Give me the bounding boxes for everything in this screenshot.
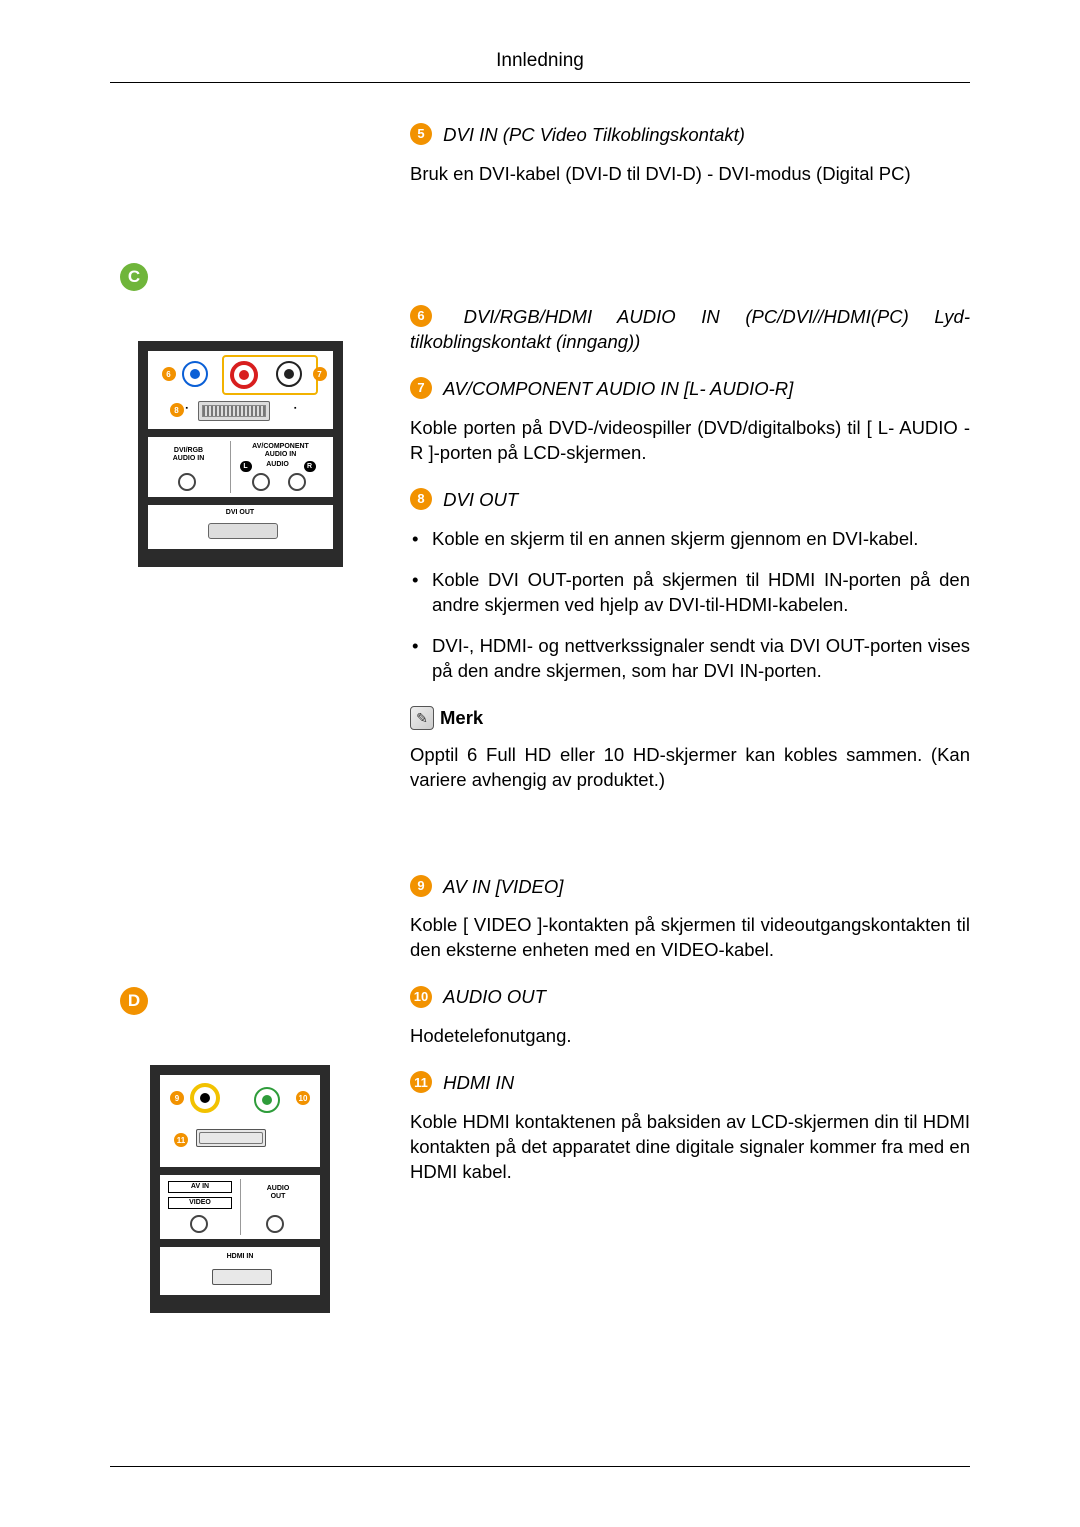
item-7-title: AV/COMPONENT AUDIO IN [L- AUDIO-R] [443,378,793,399]
item-5-title: DVI IN (PC Video Tilkoblingskontakt) [443,124,745,145]
rca-white [276,361,302,387]
item-9-title: AV IN [VIDEO] [443,876,563,897]
dvi-connector [198,401,270,421]
item-10-body: Hodetelefonutgang. [410,1024,970,1049]
diagram-d-bot-panel: HDMI IN [160,1247,320,1295]
diagram-d-mid-panel: AV IN VIDEO AUDIO OUT [160,1175,320,1239]
item-6: 6 DVI/RGB/HDMI AUDIO IN (PC/DVI//HDMI(PC… [410,305,970,355]
item-10: 10 AUDIO OUT Hodetelefonutgang. [410,985,970,1049]
label-dvi-rgb: DVI/RGB AUDIO IN [154,447,224,462]
item-11-body: Koble HDMI kontaktenen på baksiden av LC… [410,1110,970,1185]
label-audio: AUDIO [258,461,298,469]
note-body: Opptil 6 Full HD eller 10 HD-skjermer ka… [410,743,970,793]
item-9: 9 AV IN [VIDEO] Koble [ VIDEO ]-kontakte… [410,875,970,964]
badge-8: 8 [410,488,432,510]
badge-11: 11 [410,1071,432,1093]
item-8-bullet-2: DVI-, HDMI- og nettverkssignaler sendt v… [432,634,970,684]
page: Innledning C 6 7 8 ▪ [0,0,1080,1373]
note-row: ✎ Merk [410,706,970,731]
content: C 6 7 8 ▪ ▪ [110,83,970,1333]
diagram-c-top-panel: 6 7 8 ▪ ▪ [148,351,333,429]
diagram-badge-7: 7 [313,367,327,381]
label-av-in: AV IN [168,1181,232,1193]
hdmi-in-connector [212,1269,272,1285]
diagram-c-mid-panel: DVI/RGB AUDIO IN AV/COMPONENT AUDIO IN L… [148,437,333,497]
item-5-body: Bruk en DVI-kabel (DVI-D til DVI-D) - DV… [410,162,970,187]
item-11-title: HDMI IN [443,1072,514,1093]
left-column: C 6 7 8 ▪ ▪ [110,123,370,1333]
diagram-badge-8: 8 [170,403,184,417]
page-header: Innledning [110,50,970,72]
diagram-d-top-panel: 9 10 11 [160,1075,320,1167]
item-5: 5 DVI IN (PC Video Tilkoblingskontakt) B… [410,123,970,187]
item-8-bullet-1: Koble DVI OUT-porten på skjermen til HDM… [432,568,970,618]
diagram-c-bot-panel: DVI OUT [148,505,333,549]
hdmi-slot-top [196,1129,266,1147]
diagram-badge-11: 11 [174,1133,188,1147]
badge-9: 9 [410,875,432,897]
item-7: 7 AV/COMPONENT AUDIO IN [L- AUDIO-R] Kob… [410,377,970,466]
label-audio-l: L [240,461,252,472]
label-av-component: AV/COMPONENT AUDIO IN [234,443,328,458]
badge-7: 7 [410,377,432,399]
dvi-pins-deco: ▪ [186,405,188,412]
diagram-d: 9 10 11 AV IN VIDEO AUDIO OUT [150,1065,330,1313]
badge-5: 5 [410,123,432,145]
item-10-title: AUDIO OUT [443,986,546,1007]
item-8-title: DVI OUT [443,489,518,510]
rca-yellow [190,1083,220,1113]
item-8-bullet-0: Koble en skjerm til en annen skjerm gjen… [432,527,970,552]
label-audio-r: R [304,461,316,472]
diagram-badge-9: 9 [170,1091,184,1105]
note-icon: ✎ [410,706,434,730]
item-6-title: DVI/RGB/HDMI AUDIO IN (PC/DVI//HDMI(PC) … [410,306,970,352]
right-column: 5 DVI IN (PC Video Tilkoblingskontakt) B… [410,123,970,1333]
section-letter-c: C [120,263,148,291]
item-8: 8 DVI OUT Koble en skjerm til en annen s… [410,488,970,684]
label-video: VIDEO [168,1197,232,1209]
rca-green [254,1087,280,1113]
item-7-body: Koble porten på DVD-/videospiller (DVD/d… [410,416,970,466]
diagram-c: 6 7 8 ▪ ▪ DVI/RGB AUDIO IN AV/CO [138,341,343,567]
badge-6: 6 [410,305,432,327]
label-dvi-out: DVI OUT [148,509,333,517]
item-11: 11 HDMI IN Koble HDMI kontaktenen på bak… [410,1071,970,1185]
diagram-badge-6: 6 [162,367,176,381]
label-hdmi-in: HDMI IN [160,1253,320,1261]
item-9-body: Koble [ VIDEO ]-kontakten på skjermen ti… [410,913,970,963]
diagram-badge-10: 10 [296,1091,310,1105]
item-8-bullets: Koble en skjerm til en annen skjerm gjen… [410,527,970,684]
label-audio-out: AUDIO OUT [246,1185,310,1200]
rca-red [230,361,258,389]
section-letter-d: D [120,987,148,1015]
badge-10: 10 [410,986,432,1008]
dvi-pins-deco-r: ▪ [294,405,296,412]
dvi-out-connector [208,523,278,539]
footer-rule [110,1466,970,1467]
note-label: Merk [440,706,483,731]
rca-blue [182,361,208,387]
